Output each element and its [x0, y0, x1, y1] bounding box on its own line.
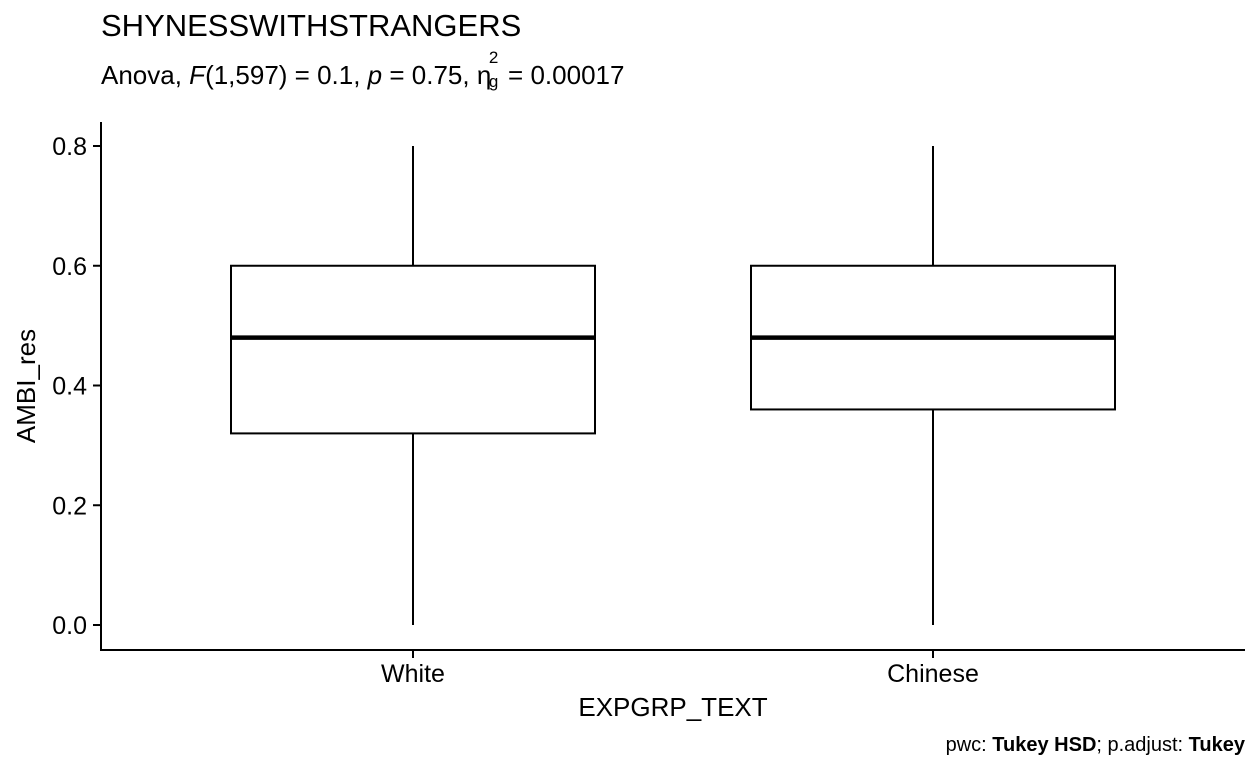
- eta-superscript: 2: [488, 48, 499, 67]
- subtitle-f-symbol: F: [189, 60, 206, 90]
- y-tick-label: 0.4: [52, 373, 87, 401]
- boxes-layer: [230, 146, 1116, 625]
- eta-subscript: g: [488, 72, 499, 91]
- caption-adjust-label: ; p.adjust:: [1096, 734, 1189, 756]
- subtitle-df: (1,597) = 0.1,: [205, 60, 368, 90]
- y-axis-title: AMBI_res: [11, 329, 41, 443]
- x-tick-label: White: [381, 660, 445, 688]
- y-tick-label: 0.6: [52, 253, 87, 281]
- x-tick-label: Chinese: [887, 660, 979, 688]
- y-tick-label: 0.2: [52, 492, 87, 520]
- chart-title: SHYNESSWITHSTRANGERS: [101, 8, 522, 43]
- subtitle-p-value: = 0.75,: [382, 60, 477, 90]
- chart-caption: pwc: Tukey HSD; p.adjust: Tukey: [946, 734, 1245, 757]
- subtitle-eta-value: = 0.00017: [500, 60, 625, 90]
- caption-adjust-value: Tukey: [1188, 734, 1245, 756]
- x-axis-title: EXPGRP_TEXT: [578, 692, 767, 722]
- y-tick-label: 0.8: [52, 133, 87, 161]
- y-tick-label: 0.0: [52, 612, 87, 640]
- iqr-box-white: [230, 264, 596, 435]
- x-ticks: White Chinese: [381, 650, 979, 688]
- subtitle-prefix: Anova,: [101, 60, 190, 90]
- box-chinese: [750, 146, 1116, 625]
- subtitle-p-symbol: p: [367, 60, 383, 90]
- caption-pwc-value: Tukey HSD: [992, 734, 1097, 756]
- caption-pwc-label: pwc:: [945, 734, 993, 756]
- y-ticks: 0.0 0.2 0.4 0.6 0.8: [52, 133, 101, 640]
- box-white: [230, 146, 596, 625]
- eta-symbol: η: [476, 60, 492, 90]
